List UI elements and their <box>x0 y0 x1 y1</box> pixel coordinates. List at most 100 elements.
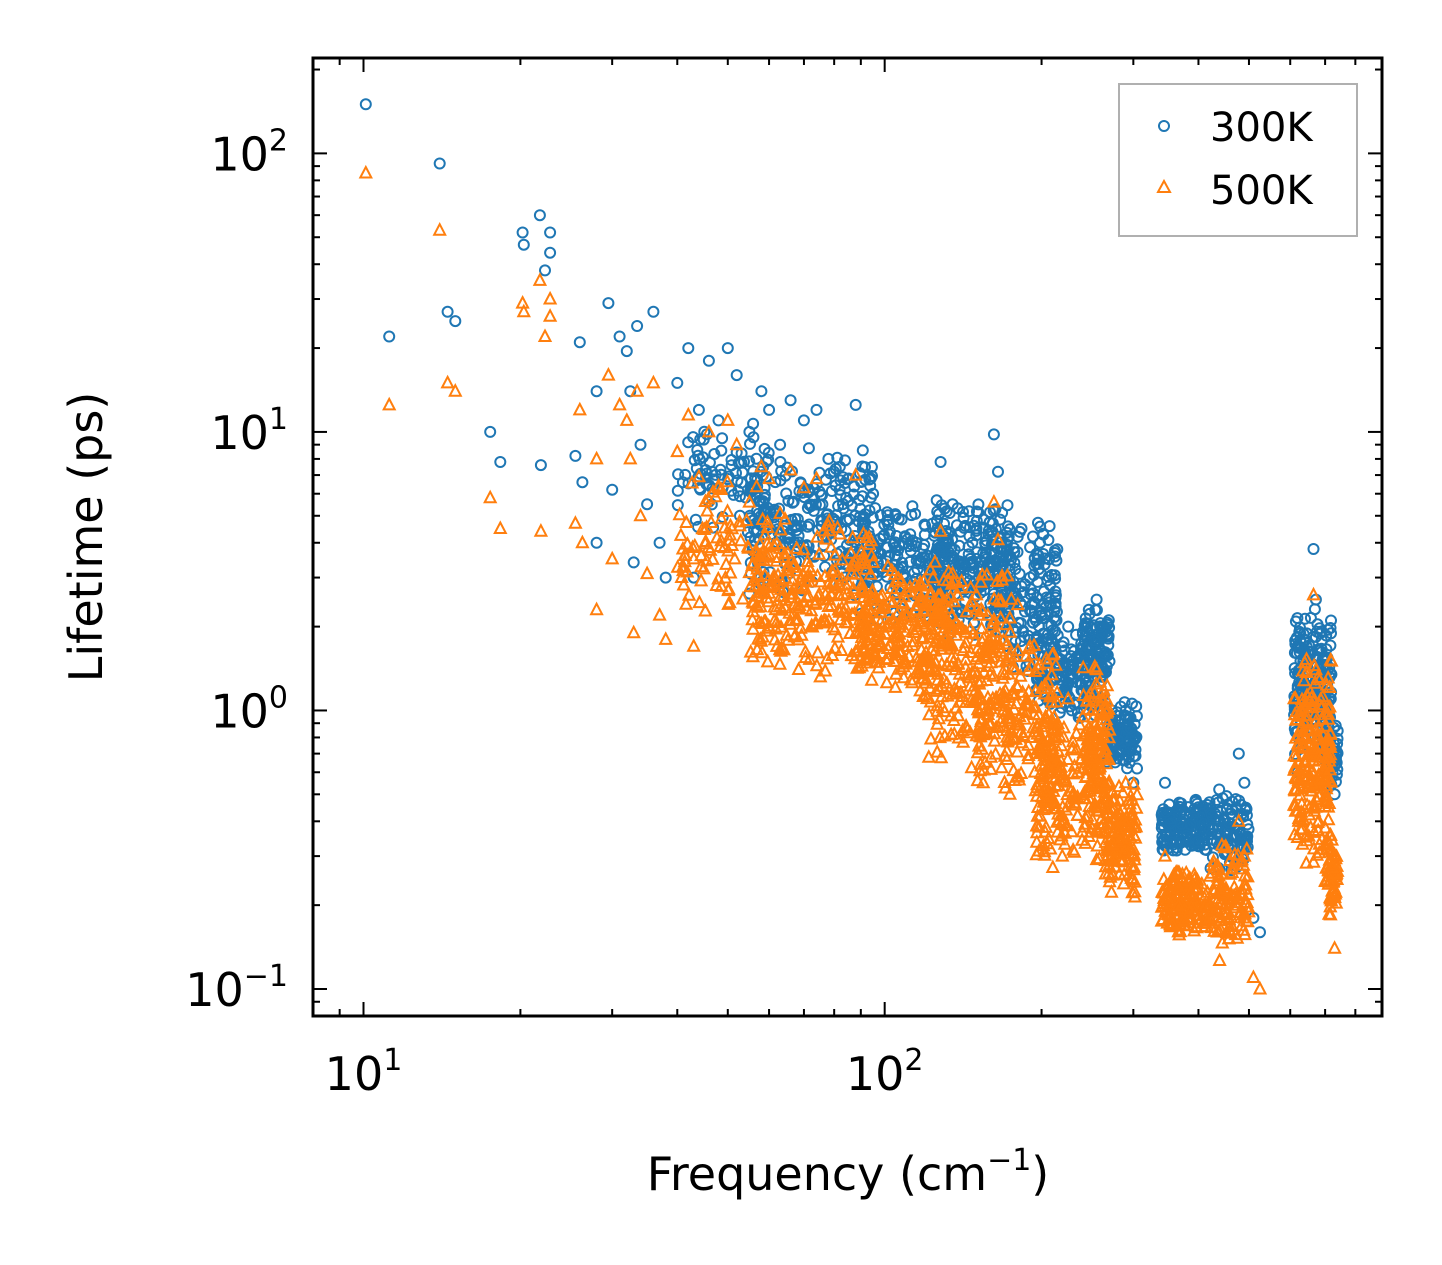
data-point <box>783 461 798 476</box>
data-point <box>761 470 777 485</box>
cluster-point <box>878 518 891 531</box>
cluster-point <box>1038 823 1053 838</box>
data-point <box>647 305 660 318</box>
cluster-point <box>928 633 943 647</box>
cluster-point <box>733 490 746 503</box>
data-point <box>671 376 684 389</box>
cluster-point <box>1024 541 1037 554</box>
cluster-point <box>885 594 900 608</box>
legend: 300K 500K <box>1118 83 1358 237</box>
cluster-point <box>1298 828 1313 843</box>
data-point <box>987 428 1000 441</box>
cluster-point <box>979 723 994 738</box>
cluster-point <box>999 616 1014 631</box>
data-point <box>652 606 667 621</box>
cluster-point <box>791 513 804 526</box>
cluster-point <box>1317 798 1333 812</box>
cluster-point <box>1078 835 1093 849</box>
cluster-point <box>916 551 929 564</box>
cluster-point <box>671 499 684 512</box>
cluster-point <box>854 576 870 591</box>
data-point <box>933 523 948 537</box>
cluster-point <box>1104 884 1119 898</box>
cluster-point <box>834 489 847 502</box>
cluster-point <box>995 697 1010 712</box>
cluster-point <box>1232 860 1247 875</box>
cluster-point <box>758 526 773 541</box>
cluster-point <box>699 552 714 567</box>
cluster-point <box>1295 836 1310 850</box>
legend-marker-300k <box>1158 120 1170 132</box>
cluster-point <box>999 635 1015 650</box>
cluster-point <box>1300 769 1315 784</box>
cluster-point <box>983 761 999 775</box>
cluster-point <box>1041 628 1054 641</box>
cluster-point <box>1319 787 1334 801</box>
cluster-point <box>1241 818 1254 831</box>
data-point <box>909 601 924 616</box>
cluster-point <box>760 514 775 528</box>
cluster-point <box>1009 695 1024 710</box>
cluster-point <box>991 591 1006 606</box>
data-point <box>658 631 673 645</box>
cluster-point <box>878 626 893 640</box>
cluster-point <box>1051 543 1064 556</box>
cluster-point <box>1021 750 1036 765</box>
y-axis-label: Lifetime (ps) <box>59 392 113 683</box>
cluster-point <box>946 712 962 726</box>
cluster-point <box>914 593 929 608</box>
cluster-point <box>689 513 702 526</box>
cluster-point <box>914 577 930 592</box>
data-point <box>494 456 507 468</box>
cluster-point <box>935 678 950 692</box>
data-point <box>619 412 634 426</box>
cluster-point <box>744 437 756 450</box>
cluster-point <box>944 576 959 590</box>
cluster-point <box>1310 669 1325 683</box>
cluster-point <box>856 643 872 658</box>
cluster-point <box>1087 658 1102 673</box>
cluster-point <box>914 641 929 656</box>
data-point <box>810 403 823 416</box>
cluster-point <box>787 596 802 610</box>
data-point <box>483 489 498 504</box>
data-point <box>659 571 672 584</box>
cluster-point <box>993 593 1009 608</box>
cluster-point <box>855 611 870 625</box>
cluster-point <box>974 620 989 635</box>
cluster-point <box>986 590 1002 605</box>
cluster-point <box>1307 657 1322 672</box>
cluster-point <box>855 580 870 595</box>
cluster-point <box>1001 712 1016 727</box>
cluster-point <box>970 691 985 705</box>
data-point <box>639 565 655 580</box>
cluster-point <box>807 504 820 517</box>
data-point <box>701 423 717 438</box>
cluster-point <box>1085 702 1101 716</box>
cluster-point <box>950 587 965 601</box>
cluster-point <box>899 531 912 544</box>
cluster-point <box>994 759 1009 774</box>
cluster-point <box>923 587 938 602</box>
cluster-point <box>1092 736 1107 751</box>
cluster-point <box>1289 748 1304 762</box>
cluster-point <box>984 629 999 643</box>
cluster-point <box>818 586 833 601</box>
cluster-point <box>818 662 833 677</box>
cluster-point <box>1319 831 1335 845</box>
cluster-point <box>975 566 990 581</box>
cluster-point <box>989 503 1002 516</box>
data-point <box>646 374 661 389</box>
cluster-point <box>1112 810 1127 824</box>
cluster-point <box>944 607 959 622</box>
data-point <box>517 238 530 251</box>
cluster-point <box>804 602 819 617</box>
cluster-point <box>849 566 864 580</box>
cluster-point <box>1290 647 1303 660</box>
cluster-point <box>678 596 694 610</box>
cluster-point <box>1081 828 1096 842</box>
cluster-point <box>1293 821 1308 836</box>
cluster-point <box>1124 722 1137 735</box>
data-point <box>631 320 644 332</box>
cluster-point <box>941 563 956 578</box>
